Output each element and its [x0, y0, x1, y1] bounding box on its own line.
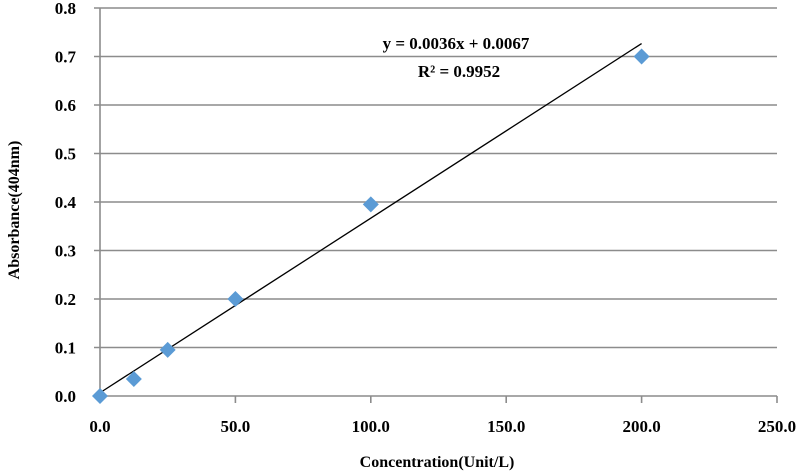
gridlines: [94, 7, 777, 349]
r-squared-label: R² = 0.9952: [418, 62, 500, 81]
x-tick-label: 0.0: [89, 417, 110, 436]
y-tick-label: 0.2: [55, 290, 76, 309]
diamond-marker-icon: [227, 291, 244, 307]
y-tick-label: 0.0: [55, 387, 76, 406]
diamond-marker-icon: [92, 388, 108, 404]
diamond-marker-icon: [125, 371, 142, 388]
y-axis-title: Absorbance(404nm): [6, 141, 23, 280]
diamond-marker-icon: [633, 48, 650, 65]
diamond-marker-icon: [362, 196, 379, 213]
y-tick-label: 0.6: [55, 96, 76, 115]
y-tick-label: 0.3: [55, 242, 76, 261]
diamond-marker-icon: [159, 341, 176, 358]
trendline-equation: y = 0.0036x + 0.0067: [383, 34, 530, 53]
x-tick-label: 100.0: [352, 417, 390, 436]
y-tick-label: 0.8: [55, 0, 76, 18]
y-tick-label: 0.1: [55, 339, 76, 358]
y-tick-label: 0.4: [55, 193, 77, 212]
x-tick-label: 50.0: [221, 417, 251, 436]
x-tick-label: 200.0: [622, 417, 660, 436]
x-tick-label: 250.0: [758, 417, 796, 436]
x-tick-label: 150.0: [487, 417, 525, 436]
y-tick-label: 0.5: [55, 145, 76, 164]
data-points: [92, 48, 650, 404]
x-tick-labels: 0.0 50.0 100.0 150.0 200.0 250.0: [89, 417, 796, 436]
trendline: [99, 43, 642, 394]
axes: [94, 8, 778, 403]
linear-trendline: [99, 43, 642, 394]
y-tick-label: 0.7: [55, 48, 77, 67]
y-tick-labels: 0.0 0.1 0.2 0.3 0.4 0.5 0.6 0.7 0.8: [55, 0, 77, 406]
x-axis-title: Concentration(Unit/L): [360, 454, 515, 471]
